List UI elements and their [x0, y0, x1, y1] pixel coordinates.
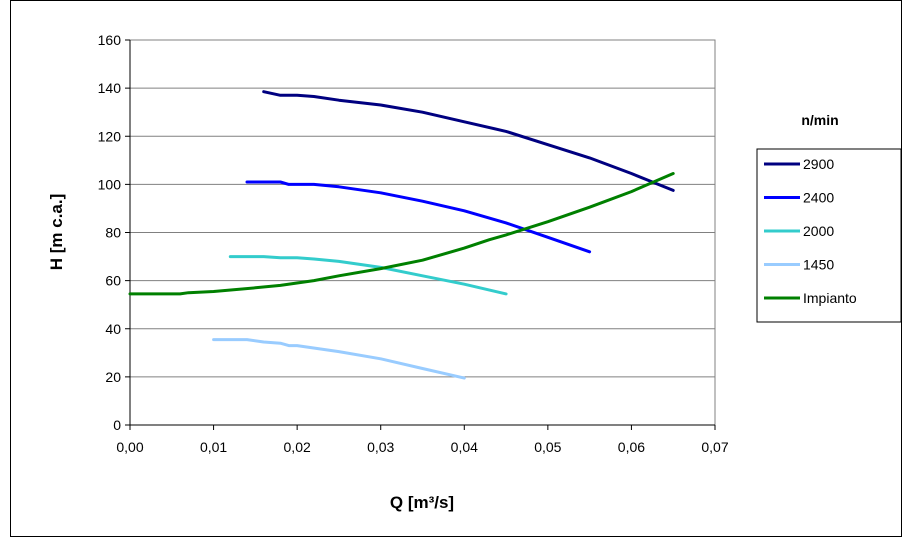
series-lines — [128, 90, 675, 380]
x-tick-label: 0,07 — [701, 439, 728, 455]
y-tick-label: 80 — [105, 225, 121, 241]
y-tick-label: 60 — [105, 273, 121, 289]
series-line-2400 — [245, 180, 592, 254]
y-axis-title: H [m c.a.] — [47, 194, 66, 271]
y-tick-label: 20 — [105, 369, 121, 385]
legend-label: 2400 — [803, 190, 834, 206]
legend-label: Impianto — [803, 290, 857, 306]
axes: 0 20 40 60 80 100 120 140 160 0,00 0,01 0,02 0,03 0,0… — [98, 32, 729, 455]
y-tick-label: 100 — [98, 176, 122, 192]
x-axis-title: Q [m³/s] — [390, 493, 454, 512]
legend-items: 2900 2400 2000 1450 Impianto — [764, 156, 857, 306]
x-tick-label: 0,06 — [618, 439, 645, 455]
legend-label: 2000 — [803, 223, 834, 239]
series-line-1450 — [212, 338, 466, 380]
legend: n/min 2900 2400 2000 1450 Impianto — [756, 112, 902, 323]
legend-title: n/min — [801, 112, 838, 128]
series-line-impianto — [128, 172, 675, 296]
y-tick-label: 40 — [105, 321, 121, 337]
y-tick-label: 140 — [98, 80, 122, 96]
x-tick-label: 0,03 — [367, 439, 394, 455]
series-line-2000 — [228, 255, 508, 296]
x-tick-label: 0,05 — [534, 439, 561, 455]
x-tick-label: 0,01 — [200, 439, 227, 455]
gridlines — [130, 87, 715, 378]
x-tick-label: 0,02 — [284, 439, 311, 455]
legend-label: 2900 — [803, 156, 834, 172]
x-tick-label: 0,04 — [451, 439, 478, 455]
legend-label: 1450 — [803, 257, 834, 273]
y-tick-label: 160 — [98, 32, 122, 48]
x-tick-label: 0,00 — [116, 439, 143, 455]
legend-box — [756, 148, 902, 323]
series-line-2900 — [262, 90, 675, 192]
y-tick-label: 0 — [113, 417, 121, 433]
y-tick-label: 120 — [98, 128, 122, 144]
